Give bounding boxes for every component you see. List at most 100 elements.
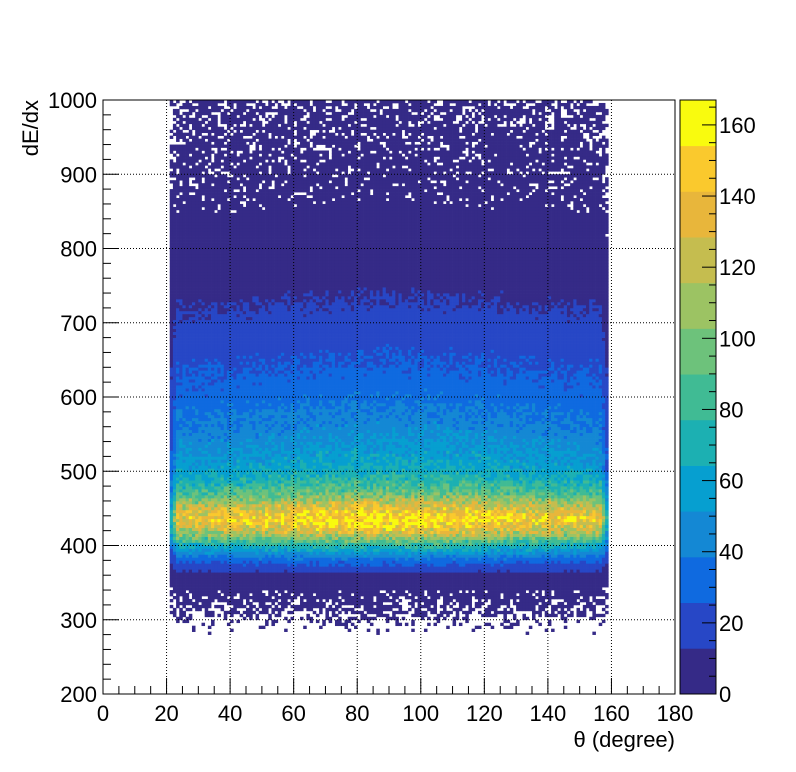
heatmap-cell (169, 135, 174, 139)
heatmap-cell (211, 483, 215, 487)
heatmap-cell (195, 263, 199, 267)
heatmap-cell (246, 492, 250, 496)
heatmap-cell (239, 489, 244, 493)
heatmap-cell (239, 385, 244, 389)
heatmap-cell (249, 284, 253, 288)
heatmap-cell (223, 135, 228, 139)
heatmap-cell (265, 402, 269, 407)
heatmap-cell (261, 610, 266, 615)
heatmap-cell (191, 200, 196, 205)
heatmap-cell (207, 584, 212, 588)
heatmap-cell (233, 150, 237, 154)
heatmap-cell (214, 192, 218, 196)
heatmap-cell (242, 168, 247, 172)
heatmap-cell (252, 245, 256, 249)
heatmap-cell (226, 465, 231, 469)
heatmap-cell (242, 408, 247, 413)
heatmap-cell (214, 117, 218, 122)
heatmap-cell (201, 515, 206, 520)
heatmap-cell (172, 183, 177, 187)
heatmap-cell (207, 408, 212, 413)
heatmap-cell (198, 500, 202, 505)
heatmap-cell (230, 370, 234, 374)
heatmap-cell (198, 456, 202, 460)
heatmap-cell (230, 423, 234, 428)
heatmap-cell (191, 417, 196, 422)
heatmap-cell (242, 355, 247, 359)
heatmap-cell (249, 358, 253, 362)
heatmap-cell (220, 486, 225, 490)
heatmap-cell (255, 492, 260, 496)
heatmap-cell (182, 257, 186, 261)
heatmap-cell (207, 114, 212, 119)
heatmap-cell (239, 290, 244, 294)
heatmap-cell (220, 405, 225, 410)
heatmap-cell (195, 385, 199, 389)
heatmap-cell (207, 367, 212, 371)
heatmap-cell (258, 281, 263, 285)
heatmap-cell (242, 224, 247, 229)
heatmap-cell (188, 224, 193, 229)
heatmap-cell (211, 117, 215, 122)
heatmap-cell (242, 530, 247, 534)
heatmap-cell (195, 593, 199, 597)
heatmap-cell (207, 402, 212, 407)
heatmap-cell (239, 500, 244, 505)
heatmap-cell (188, 195, 193, 199)
heatmap-cell (223, 340, 228, 344)
heatmap-cell (211, 385, 215, 389)
heatmap-cell (179, 221, 183, 226)
heatmap-cell (204, 183, 209, 187)
heatmap-cell (246, 500, 250, 505)
heatmap-cell (246, 331, 250, 335)
heatmap-cell (176, 560, 180, 564)
heatmap-cell (214, 313, 218, 318)
heatmap-cell (182, 239, 186, 243)
heatmap-cell (172, 417, 177, 422)
heatmap-cell (226, 509, 231, 514)
heatmap-cell (242, 269, 247, 273)
heatmap-cell (207, 266, 212, 270)
heatmap-cell (239, 242, 244, 246)
heatmap-cell (198, 468, 202, 472)
heatmap-cell (246, 358, 250, 362)
heatmap-cell (236, 242, 240, 246)
heatmap-cell (179, 581, 183, 585)
heatmap-cell (191, 590, 196, 594)
heatmap-cell (211, 313, 215, 318)
heatmap-cell (169, 542, 174, 546)
heatmap-cell (182, 245, 186, 249)
heatmap-cell (246, 189, 250, 193)
heatmap-cell (214, 563, 218, 567)
heatmap-cell (258, 376, 263, 380)
heatmap-cell (198, 530, 202, 534)
heatmap-cell (182, 301, 186, 306)
heatmap-cell (198, 370, 202, 374)
heatmap-cell (265, 444, 269, 448)
heatmap-cell (195, 584, 199, 588)
heatmap-cell (172, 524, 177, 529)
heatmap-cell (246, 260, 250, 264)
heatmap-cell (198, 340, 202, 344)
heatmap-cell (226, 126, 231, 131)
heatmap-cell (242, 126, 247, 131)
heatmap-cell (217, 578, 221, 582)
heatmap-cell (226, 598, 231, 603)
heatmap-cell (217, 527, 221, 531)
heatmap-cell (188, 278, 193, 282)
heatmap-cell (252, 509, 256, 514)
heatmap-cell (204, 474, 209, 478)
heatmap-cell (223, 468, 228, 472)
heatmap-cell (201, 533, 206, 537)
heatmap-cell (211, 441, 215, 445)
heatmap-cell (191, 604, 196, 609)
heatmap-cell (233, 251, 237, 255)
heatmap-cell (265, 610, 269, 615)
heatmap-cell (207, 189, 212, 193)
heatmap-cell (191, 159, 196, 163)
heatmap-cell (265, 474, 269, 478)
heatmap-cell (204, 495, 209, 499)
heatmap-cell (255, 236, 260, 240)
heatmap-cell (185, 245, 190, 249)
heatmap-cell (236, 364, 240, 368)
